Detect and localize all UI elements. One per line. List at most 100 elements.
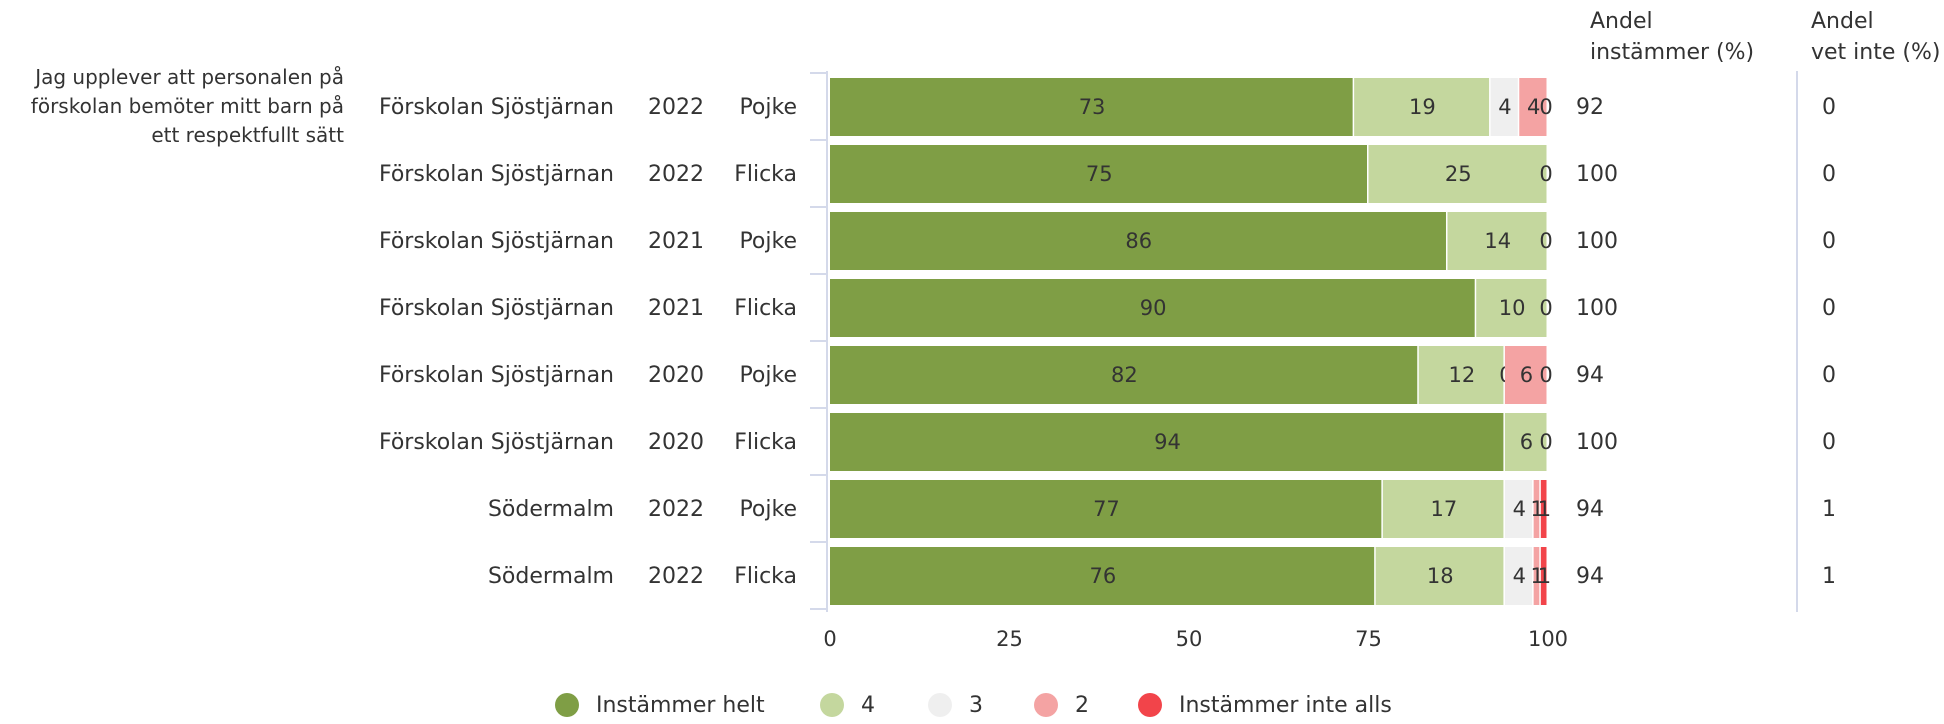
legend-swatch <box>555 693 579 717</box>
dontknow-value: 1 <box>1822 497 1836 522</box>
dontknow-value: 0 <box>1822 162 1836 187</box>
bar-value-label: 94 <box>1154 430 1181 454</box>
bar-value-label: 90 <box>1140 296 1167 320</box>
header-dontknow: vet inte (%) <box>1811 40 1940 65</box>
bar-value-label: 17 <box>1431 497 1458 521</box>
bar-value-label: 0 <box>1539 296 1552 320</box>
x-tick-label: 100 <box>1528 627 1568 651</box>
bar-value-label: 1 <box>1531 497 1544 521</box>
bar-segment <box>830 212 1446 270</box>
bar-value-label: 0 <box>1539 363 1552 387</box>
bar-segment <box>1368 145 1547 203</box>
bar-value-label: 75 <box>1086 162 1113 186</box>
row-unit-label: Förskolan Sjöstjärnan <box>379 162 614 187</box>
bar-value-label: 10 <box>1499 296 1526 320</box>
bar-segment <box>830 547 1375 605</box>
bar-value-label: 77 <box>1093 497 1120 521</box>
bar-segment <box>1375 547 1504 605</box>
bar-value-label: 1 <box>1538 564 1551 588</box>
question-line: ett respektfullt sätt <box>151 123 344 147</box>
question-text: Jag upplever att personalen på förskolan … <box>31 65 344 147</box>
question-line: förskolan bemöter mitt barn på <box>31 94 344 118</box>
row-unit-label: Förskolan Sjöstjärnan <box>379 95 614 120</box>
bar-segment <box>830 413 1504 471</box>
bar-segment <box>1490 78 1518 136</box>
row-year-label: 2020 <box>648 363 704 388</box>
bar-value-label: 1 <box>1538 497 1551 521</box>
bar-value-label: 4 <box>1498 95 1511 119</box>
bar-value-label: 0 <box>1539 229 1552 253</box>
header-agree: Andel <box>1590 9 1653 34</box>
bar-value-label: 4 <box>1527 95 1540 119</box>
agree-value: 92 <box>1576 95 1604 120</box>
legend-swatch <box>1034 693 1058 717</box>
x-tick-label: 75 <box>1355 627 1382 651</box>
legend-label: 3 <box>969 693 983 718</box>
bar-segment <box>830 480 1382 538</box>
row-year-label: 2022 <box>648 564 704 589</box>
dontknow-value: 0 <box>1822 296 1836 321</box>
row-year-label: 2021 <box>648 296 704 321</box>
bar-value-label: 86 <box>1125 229 1152 253</box>
bar-segment <box>1533 480 1540 538</box>
bar-segment <box>1447 212 1547 270</box>
bar-segment <box>830 78 1353 136</box>
row-labels: Förskolan Sjöstjärnan 2022 Pojke Förskolan … <box>379 95 797 589</box>
bar-segment <box>1476 279 1547 337</box>
dontknow-value: 0 <box>1822 229 1836 254</box>
row-year-label: 2022 <box>648 95 704 120</box>
agree-value: 94 <box>1576 497 1604 522</box>
bar-value-label: 12 <box>1448 363 1475 387</box>
bar-value-label: 19 <box>1409 95 1436 119</box>
agree-value: 94 <box>1576 363 1604 388</box>
bar-segment <box>830 346 1418 404</box>
column-headers: Andel instämmer (%) Andel vet inte (%) <box>1590 9 1940 65</box>
bar-segment <box>1354 78 1490 136</box>
bar-value-label: 4 <box>1513 497 1526 521</box>
bar-value-label: 6 <box>1520 363 1533 387</box>
row-gender-label: Flicka <box>734 296 797 321</box>
row-unit-label: Södermalm <box>488 497 614 522</box>
bar-segment <box>1533 547 1540 605</box>
agree-value: 100 <box>1576 229 1618 254</box>
row-gender-label: Pojke <box>739 229 797 254</box>
bar-value-label: 0 <box>1539 95 1552 119</box>
dontknow-value: 0 <box>1822 95 1836 120</box>
row-unit-label: Förskolan Sjöstjärnan <box>379 296 614 321</box>
row-gender-label: Flicka <box>734 162 797 187</box>
header-dontknow: Andel <box>1811 9 1874 34</box>
row-gender-label: Pojke <box>739 363 797 388</box>
agree-value: 100 <box>1576 162 1618 187</box>
bar-segment <box>1504 547 1533 605</box>
legend-label: 2 <box>1075 693 1089 718</box>
row-year-label: 2020 <box>648 430 704 455</box>
x-tick-label: 50 <box>1176 627 1203 651</box>
bar-value-label: 73 <box>1079 95 1106 119</box>
dontknow-value: 0 <box>1822 430 1836 455</box>
header-agree: instämmer (%) <box>1590 40 1754 65</box>
bar-segment <box>1418 346 1504 404</box>
agree-value: 100 <box>1576 296 1618 321</box>
row-year-label: 2022 <box>648 162 704 187</box>
row-gender-label: Pojke <box>739 497 797 522</box>
bar-value-label: 76 <box>1089 564 1116 588</box>
x-tick-label: 25 <box>996 627 1023 651</box>
bar-segment <box>1504 346 1547 404</box>
x-tick-label: 0 <box>823 627 836 651</box>
bar-segment <box>1504 480 1533 538</box>
legend-swatch <box>928 693 952 717</box>
bars: 7319440752508614090100821206094607717411… <box>830 78 1553 605</box>
row-gender-label: Flicka <box>734 564 797 589</box>
legend-label: Instämmer helt <box>596 693 765 718</box>
side-values: 92 0 100 0 100 0 100 0 94 0 100 0 94 1 94 1 <box>1576 95 1836 589</box>
row-unit-label: Förskolan Sjöstjärnan <box>379 229 614 254</box>
legend-swatch <box>820 693 844 717</box>
bar-segment <box>1540 480 1547 538</box>
legend: Instämmer helt 4 3 2 Instämmer inte alls <box>555 693 1392 718</box>
bar-value-label: 0 <box>1539 430 1552 454</box>
agree-value: 94 <box>1576 564 1604 589</box>
bar-segment <box>830 145 1367 203</box>
bar-segment <box>830 279 1475 337</box>
dontknow-value: 0 <box>1822 363 1836 388</box>
